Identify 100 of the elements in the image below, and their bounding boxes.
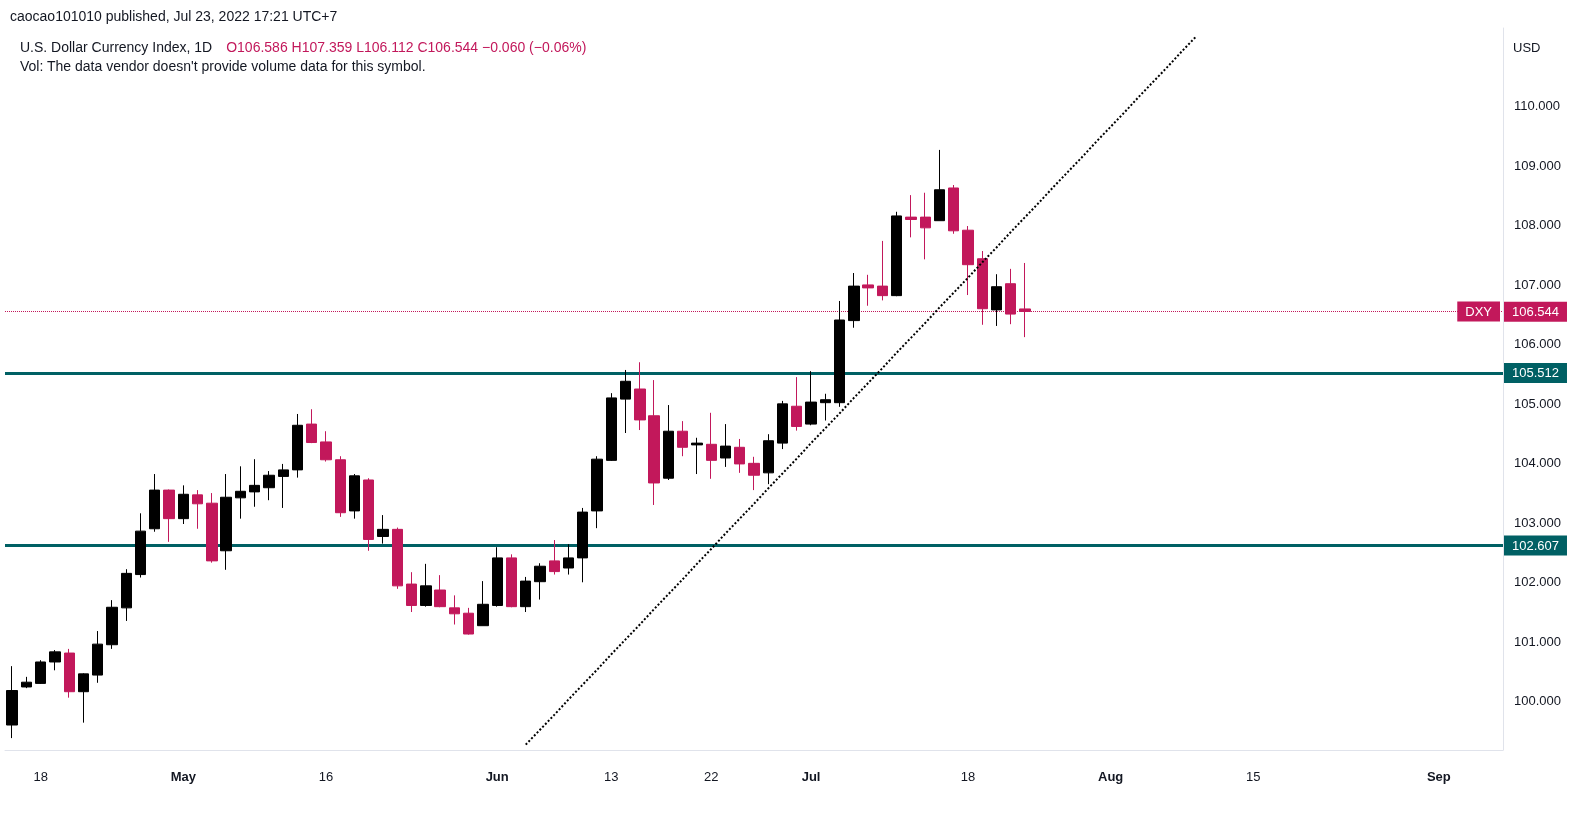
x-tick-label: 22 [703,769,719,784]
candlestick [905,194,917,238]
candlestick [520,576,531,613]
candlestick [734,438,745,474]
y-tick-label: 109.000 [1514,157,1561,173]
candlestick [620,369,631,434]
candlestick [235,465,246,520]
candlestick [891,211,902,297]
ref-line-label: 106.544 [1512,304,1559,320]
candlestick [634,361,646,431]
candlestick [477,580,489,627]
candlestick [106,599,118,650]
y-tick-label: 101.000 [1514,633,1561,649]
candlestick [591,455,603,529]
candlestick [249,458,260,508]
candlestick [420,563,432,608]
y-tick-label: 105.000 [1514,395,1561,411]
candlestick [920,192,931,260]
candlestick [392,527,403,590]
y-tick-label: 106.000 [1514,336,1561,352]
candlestick [21,676,32,689]
candlestick [349,473,360,520]
y-tick-label: 108.000 [1514,217,1561,233]
ref-line-label: 102.607 [1512,537,1559,553]
candlestick [706,412,717,480]
x-tick-label: 16 [318,769,334,784]
candlestick [691,437,703,475]
y-tick-label: 110.000 [1514,98,1561,114]
candlestick [335,455,346,518]
candlestick [506,553,517,608]
candlestick [363,477,374,552]
candlestick [948,184,959,235]
candlestick [834,300,845,408]
x-tick-label: Jun [485,769,509,784]
y-tick-label: 102.000 [1514,574,1561,590]
candlestick [434,574,446,608]
candlestick [606,392,617,462]
candlestick [720,423,731,468]
candlestick [121,568,132,622]
candlestick [763,433,774,485]
x-tick-label: 18 [960,769,976,784]
candlestick [791,376,802,432]
y-tick-label: 103.000 [1514,514,1561,530]
candlestick [492,546,503,608]
candlestick [64,648,75,699]
line-series [524,35,1198,746]
candlestick [534,562,546,601]
candlestick [192,489,203,530]
candlestick [220,473,232,571]
candlestick [934,149,945,222]
x-tick-label: 18 [33,769,48,784]
candlestick [563,543,574,576]
x-tick-label: 15 [1246,769,1261,784]
y-axis-title: USD [1513,39,1541,55]
candlestick [663,404,674,481]
candlestick [35,659,46,685]
annotation: Vol: The data vendor doesn't provide volume data for this symbol. [20,58,426,74]
candlestick [577,507,588,583]
candlestick [406,571,417,613]
candlestick [263,470,275,501]
candlestick [463,607,474,636]
candlestick [877,240,888,301]
candlestick [135,512,146,579]
candlestick [163,489,175,543]
candlestick [848,272,860,329]
text: O106.586 H107.359 L106.112 C106.544 −0.060 (−0.06%) [226,39,587,55]
candlestick [805,370,817,426]
x-tick-label: 13 [604,769,619,784]
candlestick [49,649,61,671]
text: caocao101010 published, Jul 23, 2022 17:21 UTC+7 [10,8,338,24]
candlestick [92,630,103,684]
candlestick [820,393,831,422]
x-tick-label: Jul [801,769,821,784]
candlestick [449,594,460,626]
candlestick [6,665,18,739]
candlestick [149,473,160,533]
candlestick [862,274,874,307]
candlestick [320,430,332,463]
candlestick [377,514,389,545]
candlestick [677,420,688,457]
y-tick-label: 100.000 [1514,693,1561,709]
y-tick-label: 104.000 [1514,455,1561,471]
candlestick [178,484,189,525]
candlestick [549,539,560,576]
candlestick [991,273,1002,327]
candlestick [278,463,289,509]
x-tick-label: May [170,769,197,784]
candlestick [78,672,89,724]
candlestick [777,400,788,450]
candlestick [306,408,317,444]
x-tick-label: Aug [1098,769,1124,784]
candlestick [292,413,303,479]
candlestick [962,225,974,296]
y-tick-label: 107.000 [1514,276,1561,292]
text: U.S. Dollar Currency Index, 1D [20,39,213,55]
ref-line-label: 105.512 [1512,365,1559,381]
candlestick [206,492,218,564]
candlestick [748,456,760,491]
x-tick-label: Sep [1426,769,1451,784]
candlestick [648,379,660,506]
